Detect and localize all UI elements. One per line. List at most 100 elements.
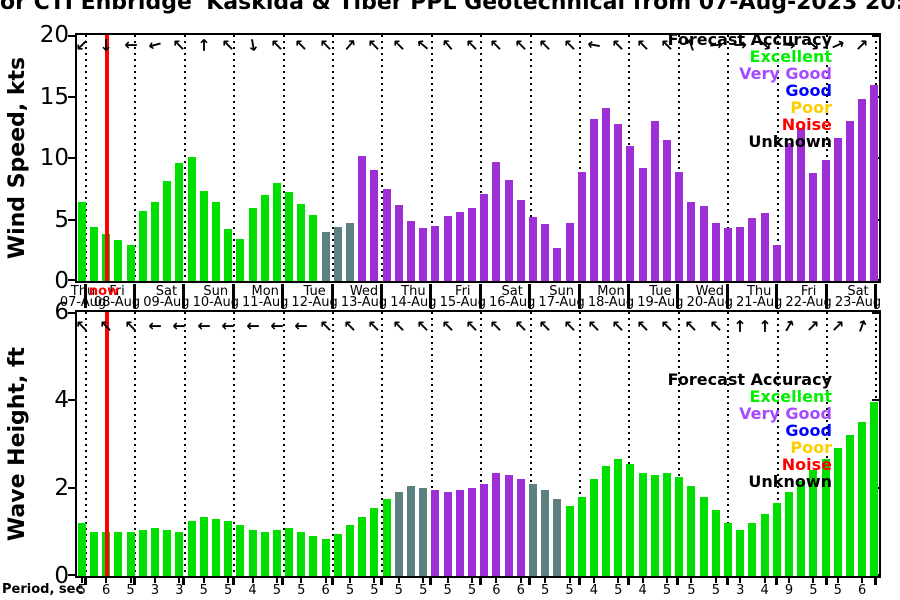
y-tick	[68, 95, 75, 98]
wind-direction-arrow: →	[585, 34, 603, 57]
period-tick	[812, 578, 815, 583]
day-gridline	[579, 35, 581, 281]
wave-direction-arrow: →	[679, 314, 703, 338]
wind-bar	[614, 123, 623, 281]
period-value: 5	[223, 583, 233, 598]
wind-bar	[748, 218, 757, 281]
wind-bar	[114, 240, 123, 281]
wave-bar	[309, 536, 318, 576]
period-tick	[251, 578, 254, 583]
period-value: 5	[540, 583, 550, 598]
period-value: 3	[175, 583, 184, 598]
day-bottom-tick	[478, 578, 482, 585]
x-tick-day-date: 09-Aug	[143, 295, 190, 310]
day-gridline	[529, 35, 532, 281]
period-value: 4	[248, 583, 257, 598]
wind-direction-arrow: →	[242, 36, 264, 54]
y-tick-label: 0	[54, 563, 69, 589]
y-tick-label: 15	[39, 83, 69, 110]
period-tick	[739, 578, 742, 583]
wave-bar	[382, 499, 391, 576]
wave-bar	[480, 483, 489, 576]
x-tick-day-name: Fri	[109, 284, 125, 299]
wind-bar	[565, 223, 574, 281]
wave-bar	[845, 435, 854, 576]
wind-bar	[138, 210, 147, 281]
day-bottom-tick	[676, 578, 680, 585]
period-tick	[763, 578, 766, 583]
period-value: 5	[272, 583, 282, 598]
period-tick	[787, 578, 790, 583]
wave-bar	[138, 529, 147, 576]
wind-bar	[541, 224, 550, 281]
legend-item-poor: Poor	[790, 438, 832, 457]
day-bottom-tick	[182, 578, 186, 585]
x-tick-day-date: 23-Aug	[834, 295, 882, 310]
x-tick-day-name: Mon	[251, 284, 279, 299]
period-tick	[861, 578, 864, 583]
now-marker-label: now	[88, 284, 120, 299]
wave-bar	[553, 499, 562, 576]
period-tick	[836, 578, 839, 583]
wind-direction-arrow: →	[387, 33, 410, 57]
day-tick	[83, 284, 87, 308]
wave-bar	[833, 448, 842, 576]
wave-bar	[248, 529, 257, 576]
wind-bar	[602, 107, 611, 281]
day-gridline	[727, 312, 730, 576]
period-tick	[105, 578, 108, 583]
period-value: 5	[687, 583, 696, 598]
day-gridline	[332, 312, 334, 576]
day-tick	[231, 284, 235, 308]
y-tick	[68, 487, 75, 489]
wave-direction-arrow: →	[801, 314, 825, 338]
wind-direction-arrow: →	[123, 36, 138, 55]
period-value: 4	[589, 583, 599, 598]
wave-bar	[419, 488, 428, 576]
x-tick-day-name: Sat	[501, 284, 523, 299]
period-tick	[690, 578, 693, 583]
period-tick	[714, 578, 717, 583]
day-gridline	[628, 312, 631, 576]
y-tick	[68, 574, 75, 576]
day-gridline	[579, 312, 581, 576]
period-value: 5	[199, 583, 208, 598]
wind-bar	[858, 98, 867, 281]
wind-bar	[480, 193, 489, 281]
wave-bar	[724, 523, 733, 576]
period-value: 5	[419, 583, 428, 598]
wave-panel: → → → → → → → → → → → → → → → → → → → → → → → → → → → → → → → → →	[68, 310, 881, 578]
day-gridline	[480, 312, 483, 576]
wave-bar	[492, 472, 501, 576]
wave-direction-arrow: →	[118, 314, 142, 338]
wind-bar	[467, 208, 476, 281]
wave-direction-arrow: →	[294, 317, 308, 336]
wind-bar	[553, 247, 562, 281]
day-bottom-tick	[873, 578, 877, 585]
day-gridline	[332, 35, 334, 281]
day-gridline	[233, 312, 236, 576]
x-tick-day-date: 13-Aug	[340, 295, 388, 310]
legend-wind: Forecast Accuracy Excellent Very Good Good P…	[668, 31, 832, 150]
wave-bar	[821, 459, 830, 576]
period-tick	[617, 578, 620, 583]
period-tick	[153, 578, 156, 583]
wave-direction-arrow: →	[825, 314, 849, 338]
day-gridline	[282, 35, 285, 281]
wind-bar	[845, 121, 854, 281]
day-gridline	[381, 35, 384, 281]
wind-direction-arrow: →	[338, 33, 362, 56]
period-tick	[422, 578, 425, 583]
day-tick	[478, 284, 482, 308]
legend-title: Forecast Accuracy	[667, 370, 832, 389]
wind-direction-arrow: →	[533, 33, 557, 57]
wave-bar	[626, 463, 635, 576]
wave-bar	[272, 529, 281, 576]
wind-bar	[272, 182, 281, 281]
wave-bar	[126, 532, 135, 576]
wave-direction-arrow: →	[70, 314, 93, 338]
period-value: 5	[443, 583, 452, 598]
wind-bar	[309, 214, 318, 281]
wind-bar	[394, 204, 403, 281]
period-value: 5	[126, 583, 135, 598]
